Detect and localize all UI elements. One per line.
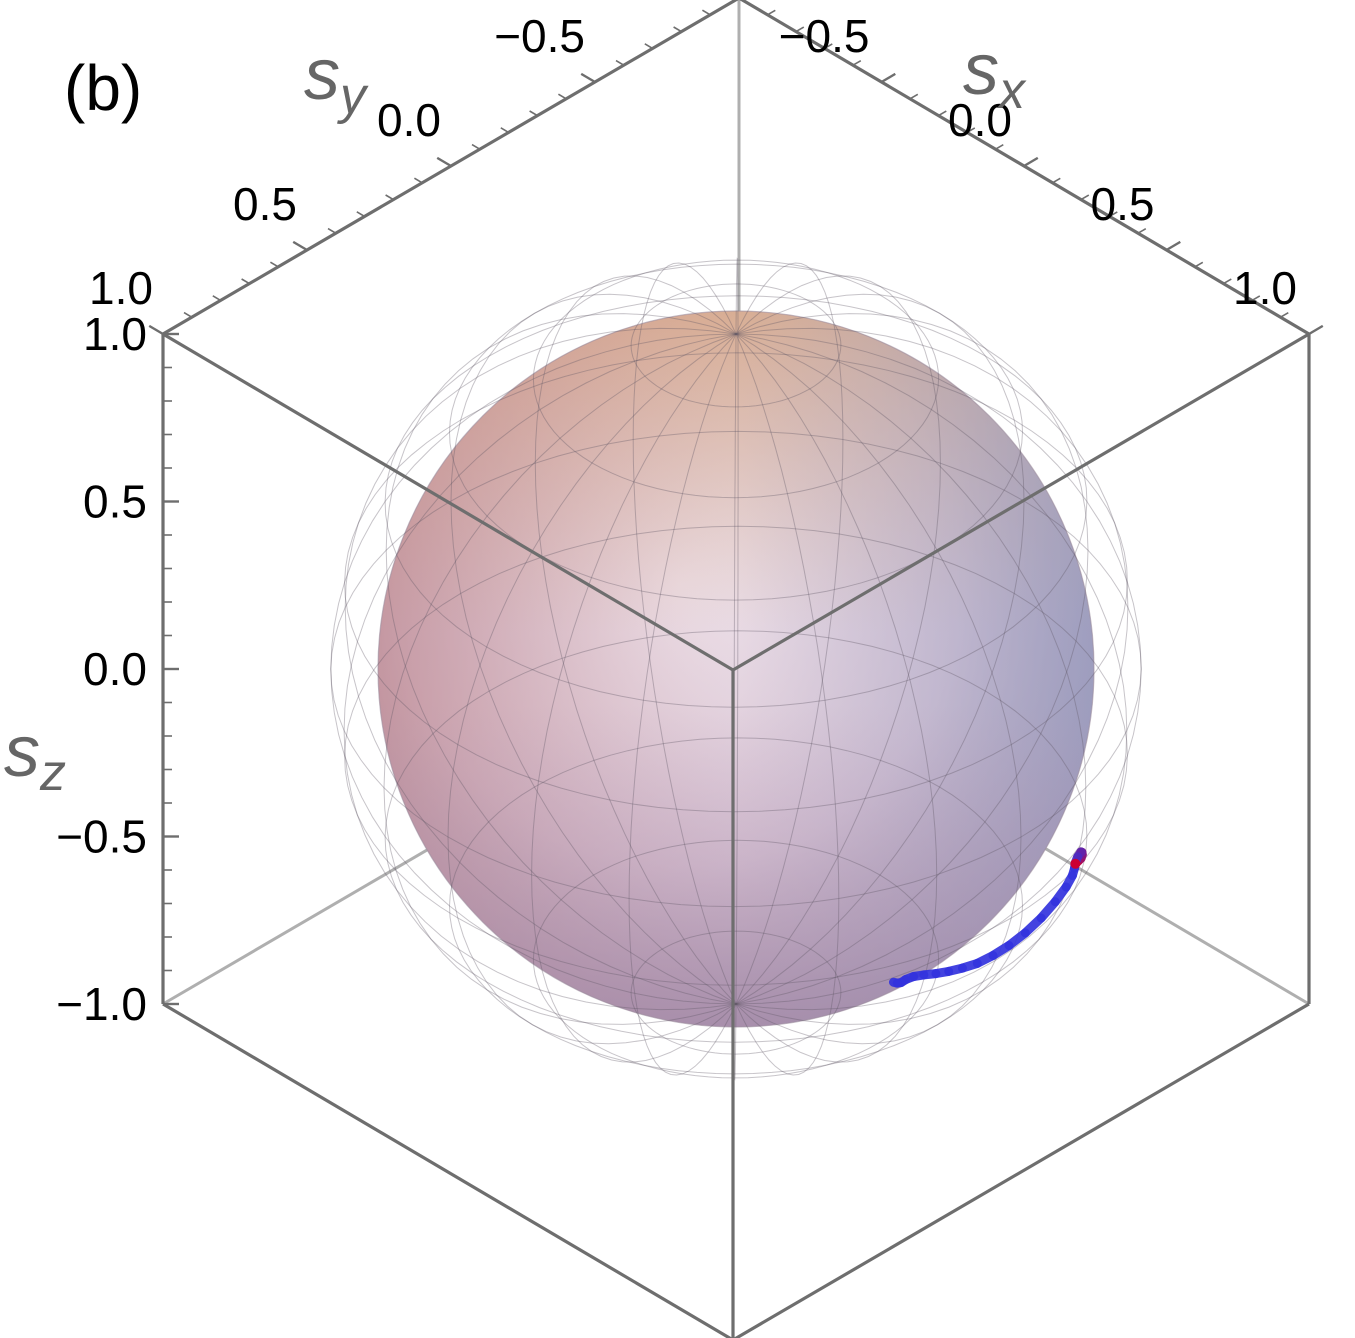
meridian-circle — [531, 275, 941, 1063]
box-edge-top-back-left — [162, 0, 739, 336]
latitude-circle — [630, 283, 842, 408]
s-y-axis-tick — [557, 93, 567, 100]
s-y-axis-tick — [292, 240, 308, 252]
meridian-circle — [450, 293, 1022, 1045]
s-x-axis-tick-label: 1.0 — [1233, 262, 1297, 314]
s-x-axis-tick — [767, 9, 776, 16]
meridian-circle — [330, 333, 1142, 1005]
s-y-axis-tick — [701, 9, 711, 16]
meridian-circle — [534, 275, 938, 1063]
s-y-axis-tick — [148, 324, 164, 336]
s-x-axis-tick — [1080, 194, 1090, 201]
s-x-axis-tick — [995, 144, 1004, 150]
latitude-circle — [630, 930, 842, 1055]
s-x-axis-tick — [1194, 261, 1204, 268]
s-x-axis-tick — [938, 110, 947, 117]
s-x-axis-tick — [824, 43, 833, 50]
s-y-axis-tick — [500, 127, 510, 134]
meridian-circle — [447, 293, 1025, 1045]
s-y-axis-tick — [385, 194, 394, 201]
tick-labels: −1.0−0.50.00.51.0−1.0−0.50.00.51.0−1.0−0… — [56, 10, 1297, 1030]
latitude-circle — [532, 259, 940, 499]
s-x-axis-tick-label: 0.5 — [1091, 178, 1155, 230]
trajectory — [889, 847, 1087, 988]
s-y-axis-tick — [356, 211, 366, 218]
sphere-outline — [377, 310, 1095, 1028]
s-y-axis-tick — [673, 26, 682, 33]
s-y-axis-tick-label: −0.5 — [494, 10, 585, 62]
panel-label: (b) — [64, 52, 142, 124]
s-x-axis-tick — [1165, 240, 1181, 252]
s-x-axis-tick — [795, 26, 805, 33]
s-x-axis-tick — [1280, 312, 1289, 318]
s-x-axis-tick-label: 0.0 — [948, 94, 1012, 146]
sphere-mesh — [330, 257, 1142, 1081]
latitude-circle — [532, 839, 940, 1079]
box-edge-bottom-right — [733, 1002, 1310, 1338]
s-y-axis-tick — [183, 311, 193, 318]
s-z-axis-tick-label: −1.0 — [56, 978, 147, 1030]
s-z-axis-tick-label: 0.0 — [83, 643, 147, 695]
s-y-axis-tick — [241, 278, 250, 285]
s-y-axis-tick — [212, 295, 222, 302]
s-x-axis-tick — [1052, 177, 1061, 184]
s-x-axis-tick — [1308, 324, 1324, 336]
meridian-circle — [385, 313, 1087, 1025]
latitude-circle — [384, 295, 1088, 708]
meridian-circle — [628, 262, 844, 1076]
s-z-axis-tick-label: −0.5 — [56, 811, 147, 863]
s-y-axis-tick — [644, 43, 654, 50]
s-z-axis-tick-label: 1.0 — [83, 308, 147, 360]
trajectory-start-point — [1070, 858, 1081, 869]
s-z-axis-name: sz — [4, 712, 66, 802]
s-z-axis-tick-label: 0.5 — [83, 476, 147, 528]
s-y-axis-tick-label: 0.5 — [233, 178, 297, 230]
box-edge-bottom-left — [162, 1002, 733, 1338]
s-x-axis-tick — [1109, 211, 1118, 218]
box-edge-top-right — [732, 332, 1310, 672]
latitude-circle — [448, 263, 1024, 601]
latitude-circle — [344, 352, 1128, 813]
latitude-circle — [448, 737, 1024, 1075]
s-x-axis-tick — [1251, 295, 1261, 302]
s-x-axis-tick — [1023, 156, 1039, 168]
s-y-axis-tick-label: 1.0 — [89, 262, 153, 314]
s-y-axis-tick — [615, 59, 625, 66]
s-y-axis-tick — [327, 227, 337, 234]
latitude-circle — [344, 525, 1128, 986]
meridian-circle — [343, 327, 1129, 1011]
s-x-axis-tick — [1137, 228, 1147, 234]
s-x-axis-tick — [966, 127, 976, 134]
box-edge-top-left — [162, 332, 734, 672]
meridian-circle — [383, 313, 1089, 1025]
s-y-axis-tick — [471, 143, 481, 150]
s-y-axis-tick — [580, 72, 596, 84]
s-y-axis-tick — [529, 110, 538, 117]
s-y-axis-tick-label: 0.0 — [377, 94, 441, 146]
trajectory-segment — [889, 977, 902, 988]
s-x-axis-name: sx — [963, 30, 1027, 120]
s-x-axis-tick — [909, 93, 919, 100]
axis-ticks — [148, 9, 1324, 1006]
s-x-axis-tick — [852, 60, 862, 66]
s-y-axis-tick — [436, 156, 452, 168]
latitude-circle — [330, 430, 1142, 908]
s-y-axis-name: sy — [304, 35, 369, 125]
s-y-axis-tick — [413, 177, 423, 184]
meridian-circle — [344, 327, 1128, 1011]
meridian-circle — [632, 262, 840, 1076]
s-y-axis-tick — [269, 261, 279, 268]
s-x-axis-tick — [1223, 278, 1232, 285]
s-x-axis-tick — [880, 72, 896, 84]
s-x-axis-tick-label: −0.5 — [779, 10, 870, 62]
latitude-circle — [384, 630, 1088, 1043]
